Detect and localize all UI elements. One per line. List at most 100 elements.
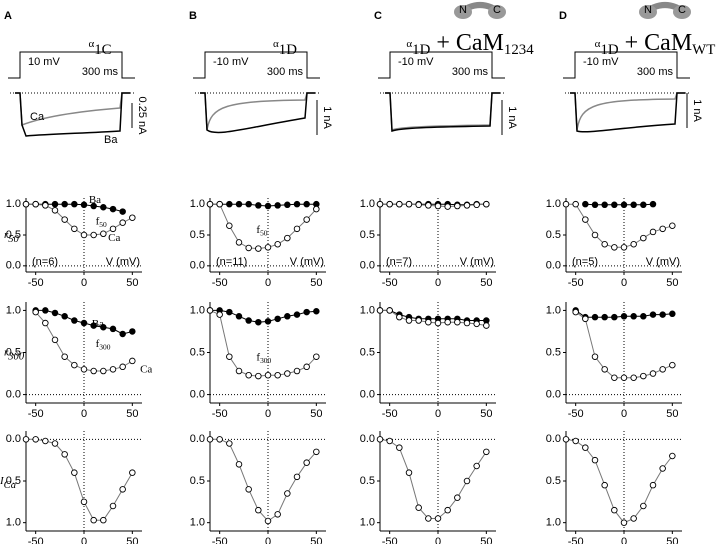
n-label: (n=7)	[386, 256, 412, 268]
cam-label: N	[644, 4, 652, 16]
data-point	[415, 201, 422, 209]
data-point	[572, 437, 579, 445]
data-point	[90, 322, 97, 329]
text-part: α	[88, 38, 94, 50]
y-tick-label: 0.5	[190, 346, 205, 358]
text-part: 50	[8, 235, 19, 246]
data-point	[483, 200, 490, 208]
text-part: f	[256, 224, 260, 236]
data-point	[109, 325, 117, 333]
x-tick-label: 50	[310, 408, 322, 420]
cam-label: C	[493, 4, 501, 16]
x-tick-label: -50	[382, 536, 398, 544]
data-point	[216, 311, 223, 318]
data-point	[71, 469, 78, 476]
data-point	[640, 502, 647, 510]
x-tick-label: -50	[28, 536, 44, 544]
annotation: f300	[256, 351, 271, 365]
data-point	[572, 200, 579, 208]
data-point	[473, 462, 480, 470]
x-tick-label: 50	[310, 277, 322, 289]
data-point	[313, 448, 320, 456]
x-tick-label: 0	[435, 408, 441, 420]
data-point	[32, 200, 39, 208]
data-point	[90, 516, 97, 524]
data-point	[255, 245, 262, 252]
y-tick-label: 0.0	[360, 388, 375, 400]
fit-line	[26, 438, 133, 521]
data-point	[61, 451, 68, 458]
voltage-protocol	[563, 51, 690, 79]
x-tick-label: 50	[310, 536, 322, 544]
x-tick-label: 50	[666, 408, 678, 420]
annotation: Ca	[140, 363, 152, 375]
fit-line	[210, 438, 317, 522]
scale-label: 0.25 nA	[136, 97, 148, 136]
data-point	[32, 308, 39, 316]
data-point	[386, 437, 393, 445]
protocol-duration: 300 ms	[267, 66, 304, 78]
text-part: 300	[260, 356, 271, 365]
data-point	[601, 201, 608, 209]
data-point	[601, 240, 608, 248]
data-point	[582, 216, 589, 223]
x-tick-label: 50	[126, 277, 138, 289]
text-part: α	[273, 38, 279, 50]
data-point	[630, 201, 637, 209]
data-point	[100, 367, 107, 375]
data-point	[42, 319, 49, 327]
y-tick-label: 0.0	[546, 260, 561, 272]
y-tick-label: 0.0	[360, 433, 375, 445]
voltage-protocol	[8, 51, 135, 79]
data-point	[620, 244, 628, 251]
fit-line	[566, 203, 673, 248]
x-tick-label: -50	[568, 536, 584, 544]
data-point	[669, 361, 676, 369]
data-point	[313, 308, 320, 315]
cam-label: C	[678, 4, 686, 16]
panel-letter: C	[374, 10, 382, 22]
data-point	[80, 231, 88, 239]
data-point	[649, 311, 657, 318]
data-point	[386, 307, 393, 314]
data-point	[649, 200, 657, 208]
n-label: (n=11)	[216, 256, 247, 268]
data-point	[264, 517, 272, 525]
data-point	[303, 459, 310, 466]
data-point	[100, 230, 107, 238]
data-point	[611, 374, 618, 382]
data-point	[601, 313, 608, 321]
data-point	[206, 436, 214, 443]
data-point	[235, 200, 243, 208]
y-tick-label: 0.5	[6, 346, 21, 358]
data-point	[611, 244, 618, 251]
x-tick-label: 0	[265, 536, 271, 544]
data-point	[264, 244, 272, 251]
x-tick-label: 0	[621, 277, 627, 289]
annotation: f50	[96, 215, 107, 229]
data-point	[100, 203, 107, 211]
scale-label: 1 nA	[506, 106, 518, 129]
data-point	[620, 313, 628, 320]
data-point	[591, 201, 599, 209]
data-point	[601, 481, 608, 489]
text-part: 1D	[600, 43, 618, 59]
data-point	[303, 363, 310, 371]
data-point	[22, 200, 30, 208]
y-tick-label: 1.0	[6, 517, 21, 529]
data-point	[601, 366, 608, 373]
x-tick-label: 0	[81, 277, 87, 289]
data-point	[51, 200, 59, 208]
data-point	[396, 200, 403, 208]
panel-letter: A	[4, 10, 12, 22]
data-point	[42, 437, 49, 445]
y-tick-label: 0.5	[546, 475, 561, 487]
y-tick-label: 0.0	[190, 388, 205, 400]
traces: 10 mV 300 ms 0.25 nA Ca Ba	[8, 51, 148, 146]
data-point	[235, 239, 243, 246]
panel-title: α1D	[273, 38, 297, 59]
text-part: I	[0, 475, 5, 487]
fit-line	[565, 438, 673, 524]
data-point	[425, 202, 432, 209]
y-tick-label: 1.0	[6, 304, 21, 316]
